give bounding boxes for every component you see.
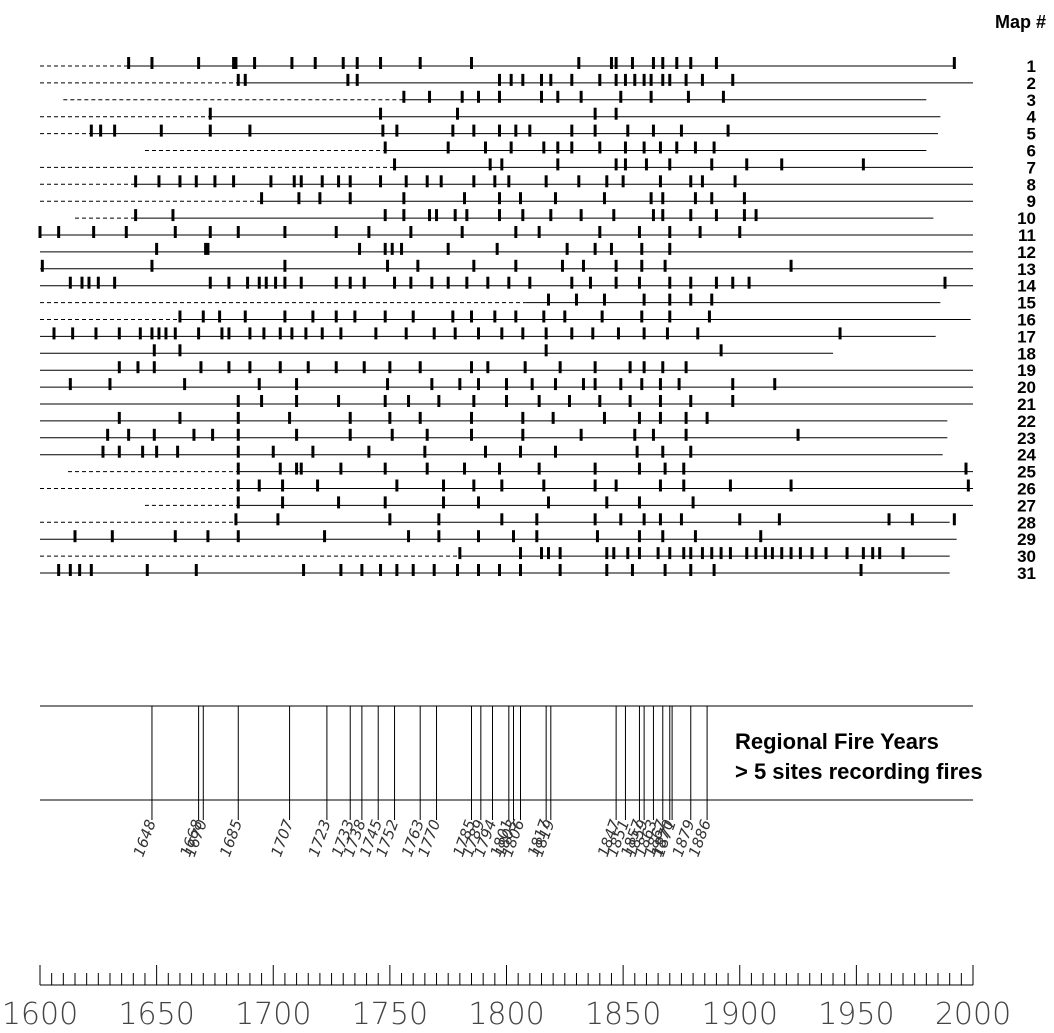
site-row-15: 15 (40, 293, 1036, 313)
site-row-30: 30 (40, 547, 1036, 566)
regional-year-label: 1685 (216, 817, 246, 859)
site-row-12: 12 (40, 242, 1036, 262)
x-tick-label: 2000 (935, 997, 1011, 1032)
x-tick-label: 1650 (118, 997, 194, 1032)
site-row-22: 22 (40, 411, 1036, 431)
site-label: 16 (1017, 311, 1036, 330)
site-row-21: 21 (40, 395, 1036, 414)
x-tick-label: 1950 (818, 997, 894, 1032)
site-label: 24 (1017, 446, 1036, 465)
site-series: 1234567891011121314151617181920212223242… (38, 57, 1037, 583)
regional-year-label: 1648 (130, 817, 160, 859)
site-label: 1 (1027, 57, 1036, 76)
site-label: 6 (1027, 142, 1036, 161)
regional-title-line1: Regional Fire Years (735, 729, 939, 754)
site-label: 12 (1017, 243, 1036, 262)
regional-fire-years: Regional Fire Years > 5 sites recording … (40, 705, 983, 859)
site-row-27: 27 (144, 496, 1036, 515)
map-number-heading: Map # (995, 12, 1046, 32)
site-row-5: 5 (40, 124, 1036, 144)
site-row-24: 24 (40, 445, 1037, 465)
x-tick-label: 1900 (702, 997, 778, 1032)
x-tick-label: 1750 (352, 997, 428, 1032)
site-row-28: 28 (40, 513, 1036, 532)
site-label: 13 (1017, 260, 1036, 279)
site-label: 22 (1017, 412, 1036, 431)
site-label: 11 (1018, 226, 1036, 245)
site-label: 17 (1017, 327, 1036, 346)
site-label: 2 (1027, 74, 1036, 93)
site-row-4: 4 (40, 107, 1037, 127)
site-label: 29 (1017, 530, 1036, 549)
site-label: 25 (1017, 463, 1036, 482)
site-row-3: 3 (63, 90, 1036, 110)
regional-year-label: 1819 (529, 817, 559, 859)
site-label: 21 (1017, 395, 1036, 414)
site-label: 19 (1017, 361, 1036, 380)
site-row-19: 19 (40, 361, 1036, 380)
site-row-13: 13 (40, 259, 1036, 279)
site-row-11: 11 (38, 226, 1036, 245)
site-label: 7 (1027, 158, 1036, 177)
site-row-1: 1 (40, 57, 1036, 76)
site-label: 9 (1027, 192, 1036, 211)
site-row-8: 8 (40, 175, 1036, 194)
site-row-31: 31 (40, 564, 1036, 583)
site-row-10: 10 (74, 209, 1036, 228)
site-label: 30 (1017, 547, 1036, 566)
site-label: 14 (1017, 277, 1036, 296)
site-row-20: 20 (40, 378, 1036, 397)
site-label: 31 (1017, 564, 1036, 583)
regional-year-label: 1707 (267, 817, 297, 859)
site-label: 3 (1027, 91, 1036, 110)
site-label: 27 (1017, 496, 1036, 515)
site-label: 4 (1027, 108, 1037, 127)
site-row-26: 26 (40, 479, 1036, 499)
site-label: 20 (1017, 378, 1036, 397)
x-tick-label: 1600 (2, 997, 78, 1032)
site-label: 10 (1017, 209, 1036, 228)
site-label: 28 (1017, 513, 1036, 532)
site-label: 26 (1017, 480, 1036, 499)
site-row-23: 23 (40, 428, 1036, 448)
x-axis: 1600 1650 1700 1750 1800 1850 1900 1950 2000 (2, 965, 1011, 1032)
site-row-6: 6 (144, 141, 1036, 161)
x-tick-label: 1800 (468, 997, 544, 1032)
regional-year-label: 1670 (181, 817, 211, 859)
site-label: 8 (1027, 175, 1036, 194)
site-label: 15 (1017, 294, 1036, 313)
site-row-9: 9 (40, 192, 1036, 211)
site-row-29: 29 (40, 530, 1036, 549)
site-row-2: 2 (40, 73, 1036, 93)
site-label: 23 (1017, 429, 1036, 448)
site-label: 18 (1017, 344, 1036, 363)
site-row-25: 25 (67, 462, 1036, 482)
x-tick-label: 1850 (585, 997, 661, 1032)
site-row-14: 14 (40, 276, 1037, 296)
site-row-16: 16 (40, 310, 1036, 330)
site-row-18: 18 (40, 344, 1036, 363)
site-row-17: 17 (40, 327, 1036, 346)
x-tick-label: 1700 (235, 997, 311, 1032)
site-label: 5 (1027, 125, 1036, 144)
regional-title-line2: > 5 sites recording fires (735, 759, 983, 784)
site-row-7: 7 (40, 158, 1036, 177)
